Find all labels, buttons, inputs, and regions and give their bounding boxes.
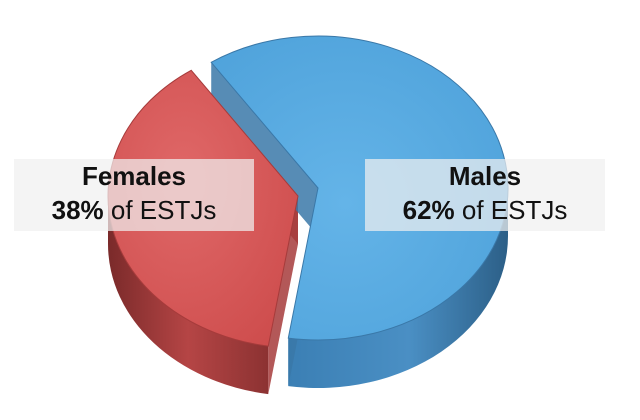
pie-cut-females-0	[268, 196, 298, 395]
slice-suffix-females: of ESTJs	[110, 195, 217, 225]
slice-label-males: Males 62% of ESTJs	[365, 159, 605, 231]
slice-name-females: Females	[81, 161, 187, 191]
slice-value-females: 38% of ESTJs	[14, 193, 254, 227]
pie-side-females	[108, 196, 269, 395]
slice-label-females: Females 38% of ESTJs	[14, 159, 254, 231]
slice-value-males: 62% of ESTJs	[365, 193, 605, 227]
slice-pct-females: 38%	[51, 195, 104, 225]
slice-name-males: Males	[448, 161, 522, 191]
slice-pct-males: 62%	[402, 195, 455, 225]
pie-slice-males	[210, 35, 509, 341]
pie-side-males	[288, 188, 509, 388]
slice-suffix-males: of ESTJs	[461, 195, 568, 225]
